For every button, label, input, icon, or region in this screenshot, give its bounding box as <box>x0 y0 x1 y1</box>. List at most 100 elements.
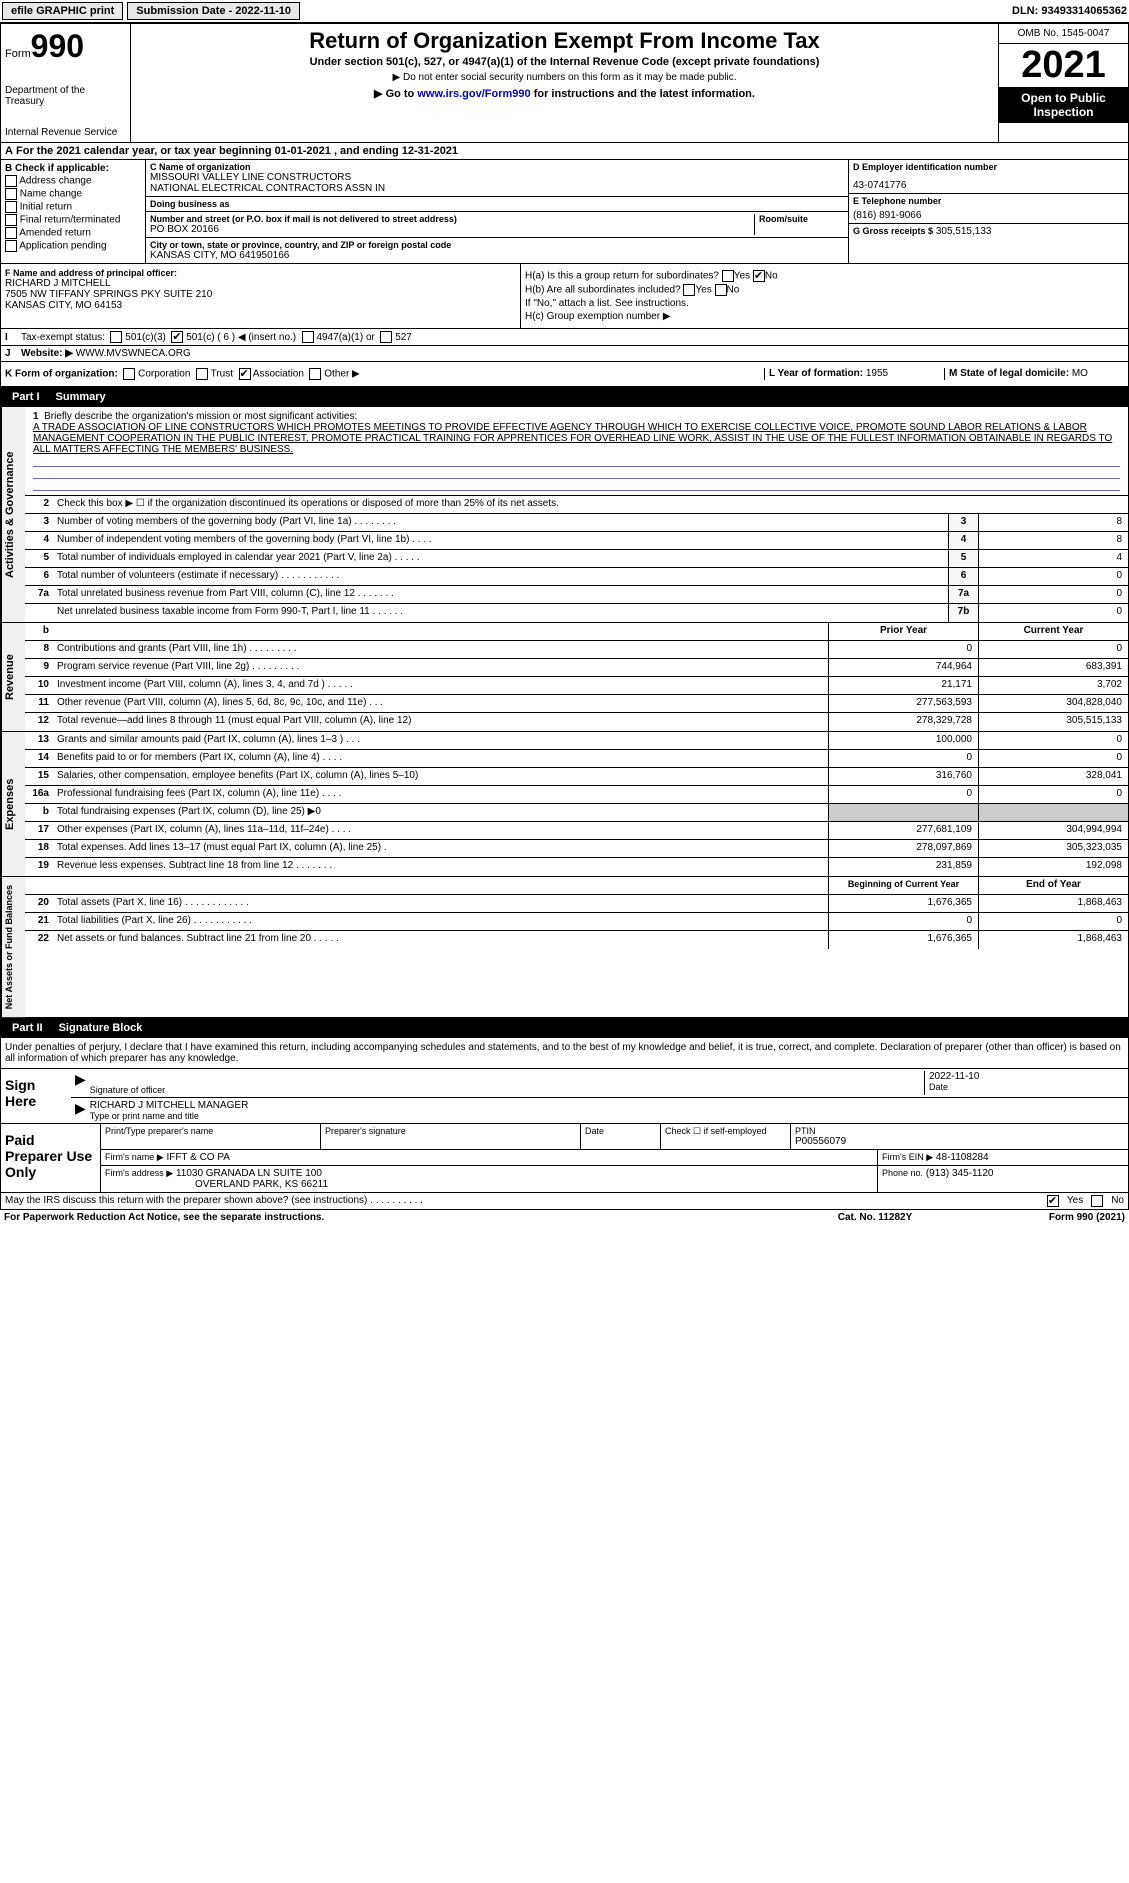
paperwork-notice: For Paperwork Reduction Act Notice, see … <box>4 1212 775 1223</box>
officer-name: RICHARD J MITCHELL <box>5 278 516 289</box>
discuss-yes-checkbox[interactable] <box>1047 1195 1059 1207</box>
open-public: Open to Public Inspection <box>999 87 1128 123</box>
part2-header: Part II Signature Block <box>0 1018 1129 1038</box>
form-footer: Form 990 (2021) <box>975 1212 1125 1223</box>
ha-no: No <box>765 271 778 282</box>
form-number: 990 <box>31 28 84 64</box>
cat-no: Cat. No. 11282Y <box>775 1212 975 1223</box>
netassets-line: 22Net assets or fund balances. Subtract … <box>25 931 1128 949</box>
sig-date-label: Date <box>929 1082 1124 1092</box>
address-change-checkbox[interactable] <box>5 175 17 187</box>
expense-line: 16aProfessional fundraising fees (Part I… <box>25 786 1128 804</box>
netassets-tab: Net Assets or Fund Balances <box>1 877 25 1017</box>
amended-checkbox[interactable] <box>5 227 17 239</box>
expense-line: 14Benefits paid to or for members (Part … <box>25 750 1128 768</box>
section-k-row: K Form of organization: Corporation Trus… <box>0 362 1129 387</box>
trust-checkbox[interactable] <box>196 368 208 380</box>
form-note1: ▶ Do not enter social security numbers o… <box>135 72 994 83</box>
app-pending-checkbox[interactable] <box>5 240 17 252</box>
city-value: KANSAS CITY, MO 641950166 <box>150 250 844 261</box>
org-name-label: C Name of organization <box>150 162 844 172</box>
website-label: Website: ▶ <box>21 348 73 359</box>
netassets-line: 20Total assets (Part X, line 16) . . . .… <box>25 895 1128 913</box>
discuss-yes: Yes <box>1067 1195 1083 1207</box>
ein-value: 43-0741776 <box>853 180 1124 191</box>
opt-amended: Amended return <box>19 228 91 239</box>
k-label: K Form of organization: <box>5 369 118 380</box>
bottom-notice: For Paperwork Reduction Act Notice, see … <box>0 1210 1129 1225</box>
governance-line: 3Number of voting members of the governi… <box>25 514 1128 532</box>
mission-label: Briefly describe the organization's miss… <box>44 411 357 422</box>
governance-line: 2Check this box ▶ ☐ if the organization … <box>25 496 1128 514</box>
submission-button[interactable]: Submission Date - 2022-11-10 <box>127 2 300 20</box>
firm-ein: 48-1108284 <box>936 1152 989 1163</box>
governance-line: Net unrelated business taxable income fr… <box>25 604 1128 622</box>
governance-section: Activities & Governance 1 Briefly descri… <box>0 407 1129 623</box>
firm-city: OVERLAND PARK, KS 66211 <box>195 1179 328 1190</box>
m-label: M State of legal domicile: <box>949 368 1069 379</box>
4947-checkbox[interactable] <box>302 331 314 343</box>
j-label: J <box>5 348 21 359</box>
section-c: C Name of organization MISSOURI VALLEY L… <box>146 160 848 263</box>
prep-name-label: Print/Type preparer's name <box>105 1126 316 1136</box>
other-checkbox[interactable] <box>309 368 321 380</box>
expense-line: bTotal fundraising expenses (Part IX, co… <box>25 804 1128 822</box>
netassets-line: 21Total liabilities (Part X, line 26) . … <box>25 913 1128 931</box>
mission-num: 1 <box>33 411 39 422</box>
section-d: D Employer identification number 43-0741… <box>848 160 1128 263</box>
discuss-no-checkbox[interactable] <box>1091 1195 1103 1207</box>
corp-checkbox[interactable] <box>123 368 135 380</box>
revenue-line: 8Contributions and grants (Part VIII, li… <box>25 641 1128 659</box>
opt-final: Final return/terminated <box>20 215 121 226</box>
501c3-checkbox[interactable] <box>110 331 122 343</box>
dept-text: Department of the Treasury <box>5 85 126 107</box>
assoc-checkbox[interactable] <box>239 368 251 380</box>
efile-button[interactable]: efile GRAPHIC print <box>2 2 123 20</box>
501c-checkbox[interactable] <box>171 331 183 343</box>
b-label: b <box>25 623 53 640</box>
opt-corp: Corporation <box>138 369 190 380</box>
final-return-checkbox[interactable] <box>5 214 17 226</box>
name-change-checkbox[interactable] <box>5 188 17 200</box>
form-header: Form990 Department of the Treasury Inter… <box>0 23 1129 143</box>
prep-date-label: Date <box>585 1126 656 1136</box>
officer-addr1: 7505 NW TIFFANY SPRINGS PKY SUITE 210 <box>5 289 516 300</box>
current-year-header: Current Year <box>978 623 1128 640</box>
l-value: 1955 <box>866 368 888 379</box>
hb-no: No <box>727 285 740 296</box>
gross-label: G Gross receipts $ <box>853 226 933 236</box>
expense-line: 13Grants and similar amounts paid (Part … <box>25 732 1128 750</box>
part1-label: Part I <box>4 389 48 405</box>
preparer-label: Paid Preparer Use Only <box>1 1124 101 1192</box>
self-emp-label: Check ☐ if self-employed <box>661 1124 791 1149</box>
tax-year: 2021 <box>999 44 1128 87</box>
opt-4947: 4947(a)(1) or <box>316 332 374 343</box>
527-checkbox[interactable] <box>380 331 392 343</box>
governance-line: 4Number of independent voting members of… <box>25 532 1128 550</box>
part1-header: Part I Summary <box>0 387 1129 407</box>
revenue-tab: Revenue <box>1 623 25 731</box>
opt-name: Name change <box>20 189 82 200</box>
discuss-row: May the IRS discuss this return with the… <box>0 1193 1129 1210</box>
hb-no-checkbox[interactable] <box>715 284 727 296</box>
hc-label: H(c) Group exemption number ▶ <box>525 311 1124 322</box>
sign-here-label: Sign Here <box>1 1069 71 1123</box>
ha-yes-checkbox[interactable] <box>722 270 734 282</box>
street-label: Number and street (or P.O. box if mail i… <box>150 214 754 224</box>
hb-yes: Yes <box>695 285 711 296</box>
hb-yes-checkbox[interactable] <box>683 284 695 296</box>
expenses-section: Expenses 13Grants and similar amounts pa… <box>0 732 1129 877</box>
governance-line: 5Total number of individuals employed in… <box>25 550 1128 568</box>
firm-ein-label: Firm's EIN ▶ <box>882 1152 933 1162</box>
form-subtitle: Under section 501(c), 527, or 4947(a)(1)… <box>135 56 994 68</box>
irs-link[interactable]: www.irs.gov/Form990 <box>417 88 530 100</box>
opt-501c: 501(c) ( 6 ) ◀ (insert no.) <box>186 332 296 343</box>
opt-initial: Initial return <box>20 202 72 213</box>
opt-501c3: 501(c)(3) <box>125 332 166 343</box>
initial-return-checkbox[interactable] <box>5 201 17 213</box>
officer-printed-name: RICHARD J MITCHELL MANAGER <box>90 1100 1124 1111</box>
opt-527: 527 <box>395 332 412 343</box>
phone-value: (816) 891-9066 <box>853 210 1124 221</box>
omb-text: OMB No. 1545-0047 <box>999 24 1128 44</box>
ha-no-checkbox[interactable] <box>753 270 765 282</box>
